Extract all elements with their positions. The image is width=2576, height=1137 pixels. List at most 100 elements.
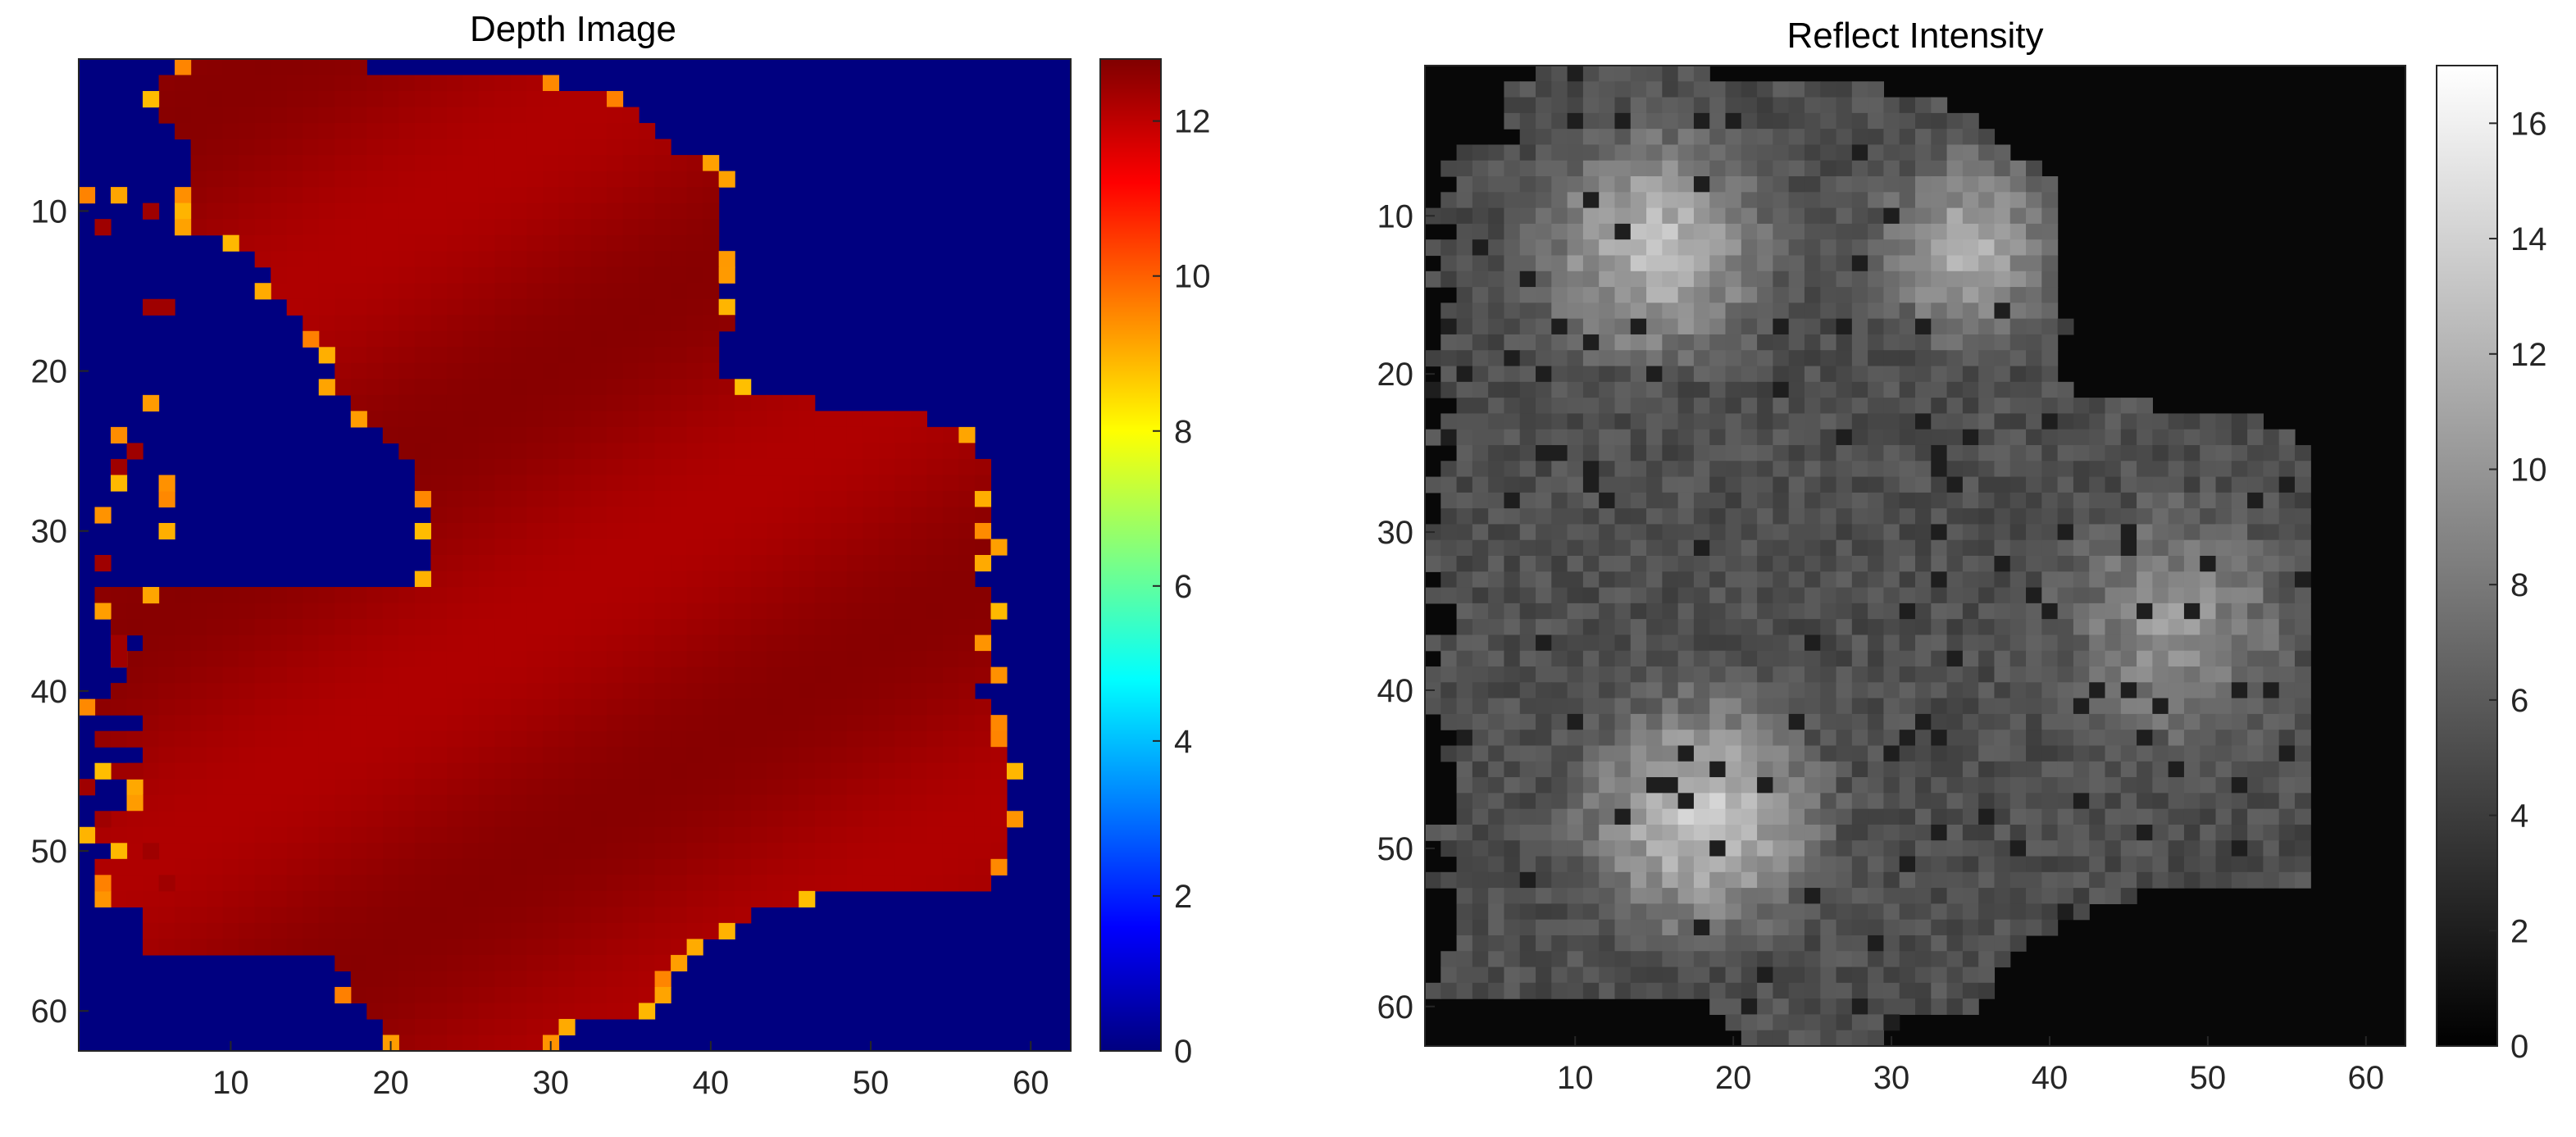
intensity-cell <box>1978 713 1996 730</box>
intensity-cell <box>1883 302 1900 320</box>
intensity-cell <box>1614 808 1632 825</box>
intensity-cell <box>1582 508 1600 525</box>
intensity-cell <box>1899 271 1916 288</box>
depth-cell <box>446 811 463 828</box>
depth-cell <box>718 747 735 764</box>
intensity-cell <box>1883 239 1900 257</box>
depth-cell <box>894 426 912 443</box>
intensity-cell <box>2231 444 2248 462</box>
depth-cell <box>158 603 175 620</box>
depth-cell <box>494 219 512 236</box>
depth-cell <box>974 843 992 860</box>
intensity-cell <box>2215 444 2232 462</box>
depth-cell <box>894 779 912 796</box>
depth-cell <box>526 939 544 956</box>
depth-cell <box>398 666 416 684</box>
intensity-cell <box>1630 888 1647 904</box>
intensity-cell <box>1662 634 1679 652</box>
depth-cell <box>974 475 992 492</box>
intensity-cell <box>1946 476 1964 493</box>
depth-cell <box>814 698 831 716</box>
intensity-cell <box>2278 840 2296 857</box>
depth-cell <box>782 587 799 604</box>
depth-cell <box>575 666 592 684</box>
depth-cell <box>366 123 384 140</box>
intensity-cell <box>2009 603 2027 620</box>
depth-cell <box>974 507 992 524</box>
intensity-cell <box>1820 745 1837 762</box>
depth-cell <box>767 490 784 508</box>
depth-cell <box>814 875 831 892</box>
intensity-cell <box>1773 302 1790 320</box>
intensity-cell <box>2105 429 2122 446</box>
intensity-cell <box>2137 745 2153 762</box>
depth-cell <box>462 858 480 875</box>
depth-cell <box>622 666 639 684</box>
intensity-cell <box>1741 192 1758 209</box>
depth-cell <box>462 1003 480 1020</box>
intensity-cell <box>1757 239 1773 257</box>
intensity-cell <box>2294 840 2311 857</box>
intensity-cell <box>1915 730 1932 747</box>
intensity-cell <box>1519 808 1536 825</box>
intensity-cell <box>1709 81 1727 98</box>
depth-cell <box>671 555 688 572</box>
depth-cell <box>542 715 560 732</box>
depth-cell <box>318 266 335 284</box>
depth-cell <box>494 986 512 1004</box>
intensity-cell <box>1883 318 1900 335</box>
intensity-cell <box>2294 650 2311 667</box>
intensity-cell <box>2120 871 2137 889</box>
intensity-cell <box>1868 350 1885 367</box>
depth-cell <box>607 843 624 860</box>
depth-cell <box>526 475 544 492</box>
depth-cell <box>303 843 320 860</box>
intensity-cell <box>1757 619 1773 636</box>
intensity-cell <box>1488 761 1505 778</box>
depth-cell <box>175 587 192 604</box>
depth-edge-cell <box>958 426 976 443</box>
depth-cell <box>430 954 448 972</box>
intensity-cell <box>1946 871 1964 889</box>
intensity-cell <box>1599 129 1616 146</box>
intensity-cell <box>1868 745 1885 762</box>
depth-cell <box>414 475 431 492</box>
intensity-cell <box>1915 492 1932 509</box>
depth-cell <box>526 458 544 476</box>
intensity-cell <box>1504 207 1521 225</box>
intensity-cell <box>2294 476 2311 493</box>
intensity-cell <box>1773 761 1790 778</box>
depth-cell <box>126 875 143 892</box>
depth-cell <box>862 651 880 668</box>
intensity-cell <box>1646 871 1663 889</box>
intensity-cell <box>2168 777 2185 794</box>
depth-cell <box>462 587 480 604</box>
intensity-cell <box>1741 271 1758 288</box>
depth-cell <box>990 826 1008 844</box>
intensity-cell <box>2183 871 2201 889</box>
intensity-cell <box>1931 539 1948 557</box>
intensity-cell <box>2073 730 2090 747</box>
depth-cell <box>239 634 256 652</box>
depth-speckle <box>111 634 128 652</box>
depth-cell <box>271 922 288 939</box>
intensity-cell <box>2168 556 2185 572</box>
intensity-cell <box>2183 824 2201 841</box>
intensity-cell <box>1868 903 1885 921</box>
depth-cell <box>398 266 416 284</box>
intensity-cell <box>2089 398 2106 414</box>
intensity-cell <box>1804 713 1821 730</box>
depth-cell <box>478 794 496 812</box>
depth-cell <box>607 490 624 508</box>
intensity-cell <box>1899 856 1916 873</box>
depth-cell <box>126 698 143 716</box>
intensity-cell <box>1582 366 1600 383</box>
depth-edge-cell <box>990 858 1008 875</box>
intensity-cell <box>1567 112 1584 130</box>
depth-cell <box>703 234 720 252</box>
intensity-cell <box>1757 761 1773 778</box>
depth-cell <box>750 730 767 748</box>
intensity-cell <box>2105 730 2122 747</box>
intensity-cell <box>2200 524 2217 541</box>
depth-cell <box>607 298 624 316</box>
